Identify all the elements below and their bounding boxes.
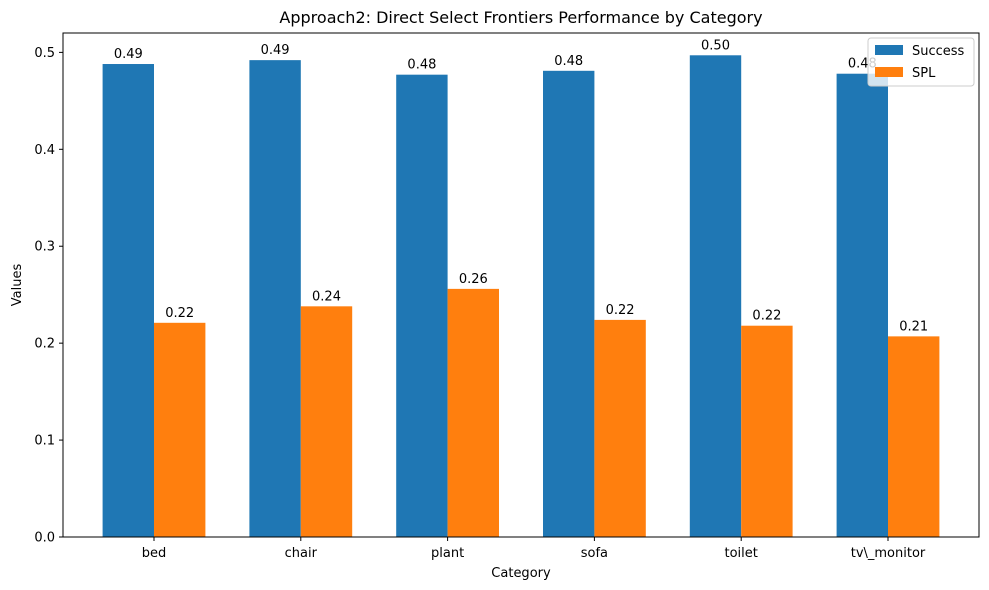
x-tick-label-toilet: toilet [725, 546, 758, 561]
x-tick-label-bed: bed [142, 546, 167, 561]
y-tick-label-5: 0.5 [34, 46, 55, 61]
legend-swatch-success [875, 45, 903, 55]
bar-spl-tv-monitor [888, 336, 940, 537]
x-tick-label-tv-monitor: tv\_monitor [851, 546, 926, 561]
legend-label-success: Success [912, 44, 965, 59]
data-label-success-sofa: 0.48 [554, 54, 583, 69]
bar-success-sofa [543, 70, 595, 538]
legend-swatch-spl [875, 67, 903, 77]
data-label-success-chair: 0.49 [261, 43, 290, 58]
data-label-success-bed: 0.49 [114, 47, 143, 62]
data-label-spl-chair: 0.24 [312, 289, 341, 304]
x-tick-label-plant: plant [431, 546, 464, 561]
plot-frame [62, 32, 980, 538]
bar-spl-bed [154, 322, 206, 537]
x-tick-label-chair: chair [285, 546, 318, 561]
bars-group [102, 55, 940, 538]
y-axis-label: Values [10, 264, 25, 307]
data-label-spl-plant: 0.26 [459, 272, 488, 287]
y-tick-label-1: 0.1 [34, 434, 55, 449]
y-tick-label-2: 0.2 [34, 337, 55, 352]
x-axis-label: Category [491, 566, 551, 581]
bar-success-chair [249, 60, 301, 538]
data-label-success-plant: 0.48 [407, 58, 436, 73]
data-label-spl-toilet: 0.22 [752, 309, 781, 324]
bar-success-tv-monitor [836, 73, 888, 537]
y-tick-label-0: 0.0 [34, 531, 55, 546]
x-ticks-group: bed chair plant sofa toilet tv\_monitor [142, 537, 926, 561]
bar-spl-sofa [594, 319, 646, 537]
chart-title: Approach2: Direct Select Frontiers Perfo… [279, 8, 762, 27]
y-tick-label-3: 0.3 [34, 240, 55, 255]
legend-label-spl: SPL [912, 66, 936, 81]
bar-spl-plant [447, 288, 499, 537]
legend: Success SPL [867, 37, 975, 87]
data-label-spl-sofa: 0.22 [606, 303, 635, 318]
bar-success-toilet [689, 55, 742, 538]
bar-success-bed [102, 64, 154, 537]
bar-success-plant [396, 74, 448, 537]
x-tick-label-sofa: sofa [581, 546, 608, 561]
data-label-spl-bed: 0.22 [165, 306, 194, 321]
y-ticks-group: 0.0 0.1 0.2 0.3 0.4 0.5 [34, 46, 63, 546]
data-labels-group: 0.49 0.22 0.49 0.24 0.48 0.26 0.48 0.22 0.50 0.22… [114, 38, 928, 334]
data-label-success-toilet: 0.50 [701, 38, 730, 53]
y-tick-label-4: 0.4 [34, 143, 55, 158]
bar-spl-toilet [741, 325, 793, 537]
data-label-spl-tv-monitor: 0.21 [899, 319, 928, 334]
axes-group [62, 32, 980, 538]
bar-spl-chair [300, 306, 353, 537]
